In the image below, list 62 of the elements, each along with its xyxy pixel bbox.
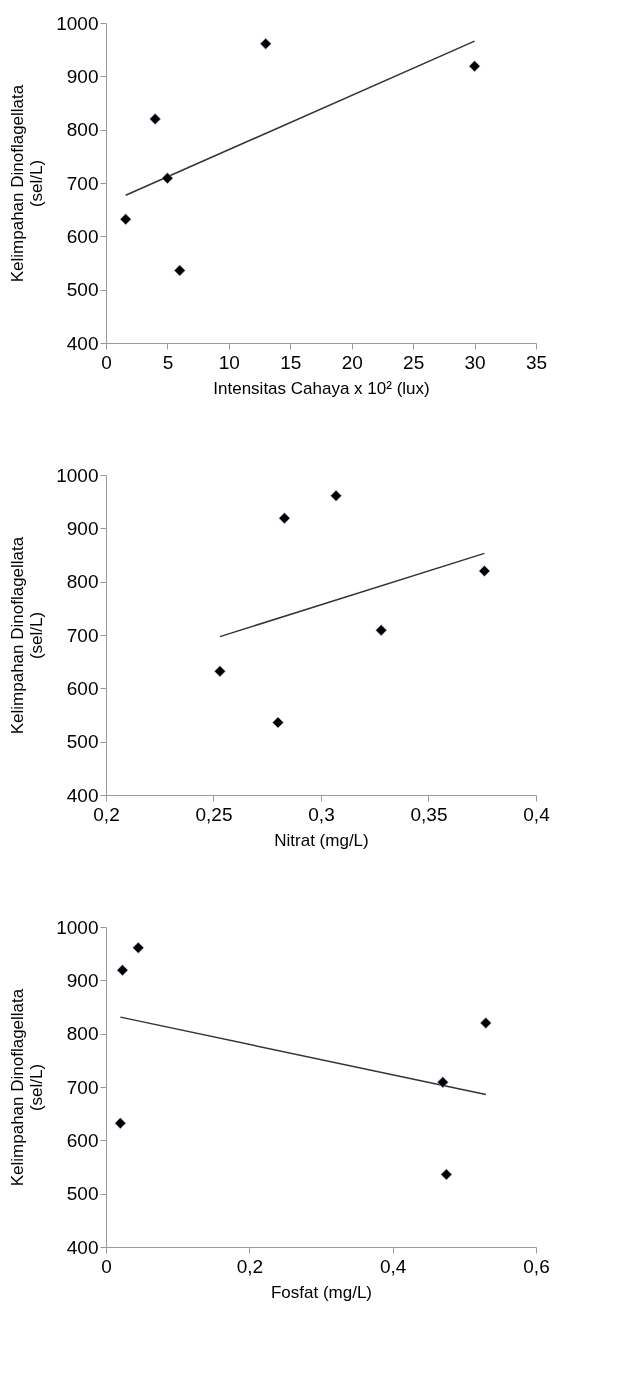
point <box>161 172 174 184</box>
x-tick-label: 0,6 <box>523 1255 550 1277</box>
y-tick-label: 1000 <box>56 916 99 938</box>
x-tick-label: 0,3 <box>308 803 335 825</box>
y-tick-label: 800 <box>66 119 99 141</box>
y-axis-title: Kelimpahan Dinoflagellata (sel/L) <box>8 536 47 735</box>
y-tick-label: 500 <box>66 731 99 753</box>
point <box>440 1168 453 1181</box>
point <box>375 624 387 636</box>
y-tick-label: 600 <box>66 677 99 699</box>
y-tick-label: 900 <box>66 65 99 87</box>
x-tick-label: 0,2 <box>236 1255 264 1277</box>
point <box>114 1117 127 1130</box>
y-tick-label: 800 <box>66 571 99 593</box>
x-tick-label: 0 <box>101 351 112 373</box>
x-tick-label: 25 <box>403 351 425 373</box>
x-tick-label: 0,4 <box>523 803 551 825</box>
point <box>149 113 161 125</box>
x-tick-label: 0,4 <box>379 1255 407 1277</box>
y-tick-label: 500 <box>66 279 99 301</box>
y-tick-label: 1000 <box>56 12 99 34</box>
x-tick-label: 35 <box>525 351 548 373</box>
x-axis-title: Nitrat (mg/L) <box>274 830 369 850</box>
point <box>132 942 145 954</box>
x-tick-label: 0,2 <box>93 803 120 825</box>
point <box>480 1017 492 1029</box>
point <box>330 490 342 502</box>
y-tick-label: 1000 <box>56 464 99 486</box>
x-axis-title: Fosfat (mg/L) <box>270 1282 373 1302</box>
x-tick-label: 15 <box>280 351 302 373</box>
x-tick-label: 20 <box>341 351 363 373</box>
y-tick-label: 400 <box>66 332 99 354</box>
x-axis-title: Intensitas Cahaya x 10² (lux) <box>213 378 430 398</box>
point <box>278 512 291 524</box>
y-tick-label: 700 <box>66 624 99 646</box>
point <box>478 565 491 577</box>
point <box>259 38 272 50</box>
y-tick-label: 800 <box>66 1023 99 1045</box>
x-tick-label: 0,35 <box>410 803 448 825</box>
point <box>214 665 226 678</box>
y-axis-title: Kelimpahan Dinoflagellata (sel/L) <box>8 84 47 283</box>
point <box>173 264 186 277</box>
y-tick-label: 400 <box>66 784 99 806</box>
point <box>468 60 481 72</box>
x-tick-label: 10 <box>218 351 240 373</box>
y-tick-label: 500 <box>66 1183 99 1205</box>
point <box>272 716 284 729</box>
point <box>437 1076 449 1088</box>
x-tick-label: 30 <box>464 351 486 373</box>
x-tick-label: 5 <box>162 351 174 373</box>
point <box>116 964 129 976</box>
y-tick-label: 700 <box>66 1076 99 1098</box>
x-tick-label: 0 <box>101 1255 112 1277</box>
y-tick-label: 600 <box>66 225 99 247</box>
y-tick-label: 600 <box>66 1129 99 1151</box>
y-tick-label: 900 <box>66 969 99 991</box>
point <box>119 213 132 226</box>
y-tick-label: 400 <box>66 1236 99 1258</box>
y-tick-label: 900 <box>66 517 99 539</box>
y-tick-label: 700 <box>66 172 99 194</box>
x-tick-label: 0,25 <box>195 803 233 825</box>
y-axis-title: Kelimpahan Dinoflagellata (sel/L) <box>8 988 47 1187</box>
